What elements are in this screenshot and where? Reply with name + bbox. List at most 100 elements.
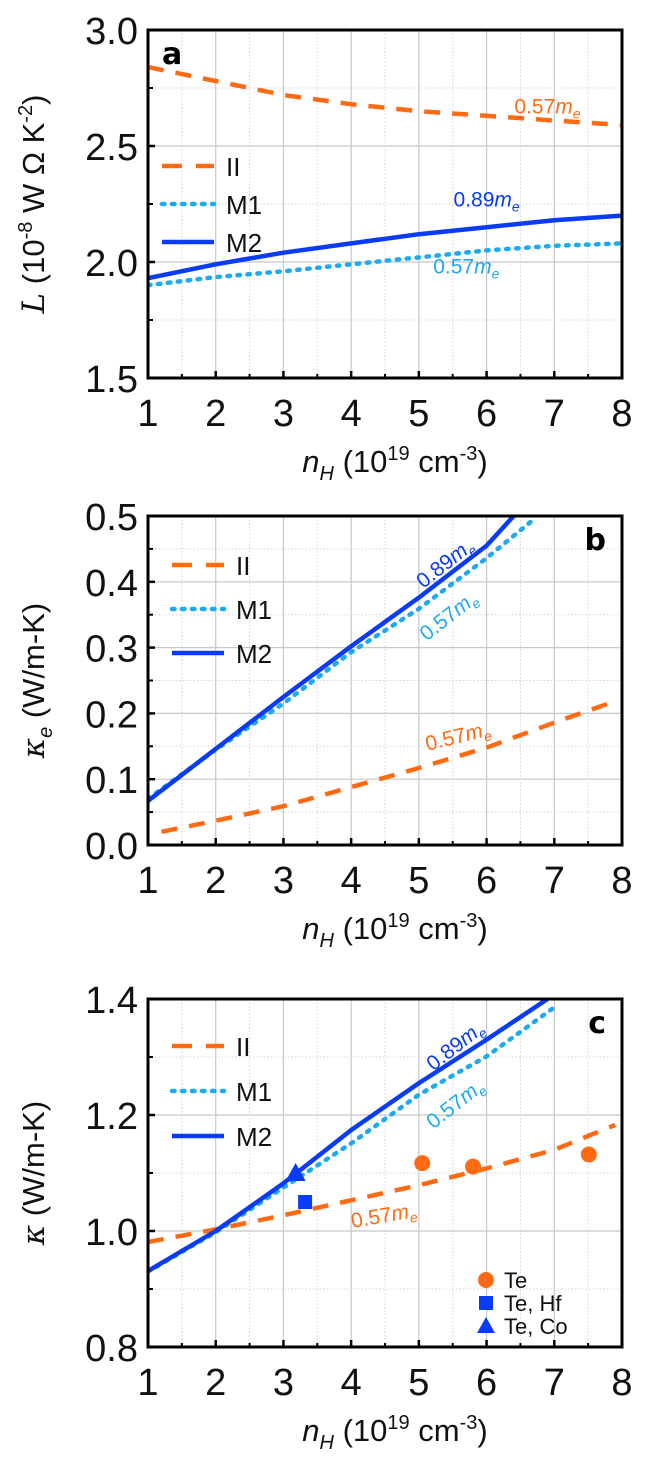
x-tick-label: 5 [408,393,429,435]
x-tick-label: 4 [341,393,362,435]
triangle-marker-icon [477,1317,495,1333]
legend: II M1 M2 [169,1032,272,1152]
x-tick-label: 8 [611,860,632,902]
x-tick-label: 5 [408,1362,429,1404]
x-tick-label: 1 [137,1362,158,1404]
x-tick-label: 6 [476,393,497,435]
scatter-legend-item: Te, Hf [479,1291,562,1316]
legend: II M1 M2 [169,551,272,669]
plot-frame [146,28,624,380]
panel-a: 1 2 3 4 5 6 7 8 1.5 2.0 2.5 3.0 nH (1019 cm-3) L (10-… [15,11,633,485]
y-tick-label: 0.2 [85,694,138,736]
data-point-te-hf [298,1195,313,1209]
legend-item-ii: II [172,1032,250,1062]
series-group [148,999,617,1274]
scatter-legend-label: Te, Co [504,1314,568,1339]
y-tick-label: 1.4 [85,980,138,1022]
plot-frame [146,997,624,1349]
x-tick-label: 3 [273,860,294,902]
x-tick-label: 6 [476,860,497,902]
y-tick-label: 0.5 [85,497,138,539]
legend-label: II [226,152,240,182]
y-axis-title: κ (W/m-K) [16,1101,52,1246]
grid [148,999,622,1347]
x-tick-label: 2 [205,860,226,902]
legend-label: M1 [226,190,262,220]
x-tick-label: 7 [544,393,565,435]
x-axis-title: nH (1019 cm-3) [302,443,487,485]
legend-item-m2: M2 [172,639,272,669]
legend-label: II [236,1032,250,1062]
panel-letter: b [585,523,606,558]
y-tick-label: 1.5 [85,359,138,401]
plot-frame [146,514,624,847]
y-axis-title: L (10-8 W Ω K-2) [15,95,52,315]
x-tick-label: 7 [544,1362,565,1404]
y-tick-label: 0.3 [85,629,138,671]
x-tick-label: 5 [408,860,429,902]
x-tick-label: 3 [273,393,294,435]
x-tick-label: 4 [341,1362,362,1404]
y-tick-label: 0.0 [85,826,138,868]
grid [148,30,622,378]
data-point-te-co [285,1163,306,1181]
legend-item-ii: II [172,551,250,581]
annotation-effective-mass: 0.57me [514,96,580,122]
scatter-legend-label: Te, Hf [504,1291,562,1316]
x-tick-label: 3 [273,1362,294,1404]
legend: II M1 M2 [159,152,262,258]
legend-item-m1: M1 [159,190,262,220]
legend-label: M2 [226,228,262,258]
legend-item-m2: M2 [162,228,262,258]
annotation-effective-mass: 0.57me [349,1199,419,1236]
panel-letter: c [588,1006,606,1041]
x-tick-label: 4 [341,860,362,902]
legend-item-m2: M2 [172,1122,272,1152]
legend-label: M1 [236,1077,272,1107]
y-tick-label: 0.4 [85,563,138,605]
circle-marker-icon [478,1272,494,1288]
y-tick-label: 0.8 [85,1328,138,1370]
y-tick-label: 2.5 [85,127,138,169]
data-point-te [465,1158,482,1175]
series-line-m1 [148,241,622,288]
annotation-effective-mass: 0.89me [454,188,520,214]
y-axis-title: κe (W/m-K) [16,603,57,759]
annotation-effective-mass: 0.57me [433,256,499,282]
legend-item-m1: M1 [169,595,272,625]
series-line-m2 [148,999,549,1273]
annotation-effective-mass: 0.57me [416,587,484,648]
x-axis-title: nH (1019 cm-3) [302,1412,487,1454]
x-axis-title: nH (1019 cm-3) [302,910,487,952]
data-point-te [414,1155,431,1172]
y-tick-label: 2.0 [85,243,138,285]
y-tick-label: 1.0 [85,1212,138,1254]
series-line-ii [148,1122,617,1245]
y-tick-label: 0.1 [85,760,138,802]
scatter-legend-item: Te [478,1268,527,1293]
legend-item-m1: M1 [169,1077,272,1107]
scatter-legend-item: Te, Co [477,1314,568,1339]
data-point-te [580,1146,597,1163]
y-tick-label: 1.2 [85,1096,138,1138]
x-tick-label: 8 [611,393,632,435]
annotation-effective-mass: 0.89me [412,534,480,595]
panel-c: 1 2 3 4 5 6 7 8 0.8 1.0 1.2 1.4 nH (1019 cm-3) κ (W/m… [16,980,633,1454]
legend-label: M1 [236,595,272,625]
legend-item-ii: II [162,152,240,182]
legend-label: M2 [236,1122,272,1152]
panel-letter: a [162,37,182,72]
x-tick-label: 2 [205,393,226,435]
x-tick-label: 6 [476,1362,497,1404]
series-line-ii [161,701,610,835]
x-tick-label: 8 [611,1362,632,1404]
y-tick-label: 3.0 [85,11,138,53]
annotation-effective-mass: 0.57me [423,717,494,758]
series-line-m2 [148,516,516,803]
legend-label: M2 [236,639,272,669]
square-marker-icon [479,1296,493,1310]
scatter-legend-label: Te [504,1268,527,1293]
series-line-m2 [148,213,622,281]
